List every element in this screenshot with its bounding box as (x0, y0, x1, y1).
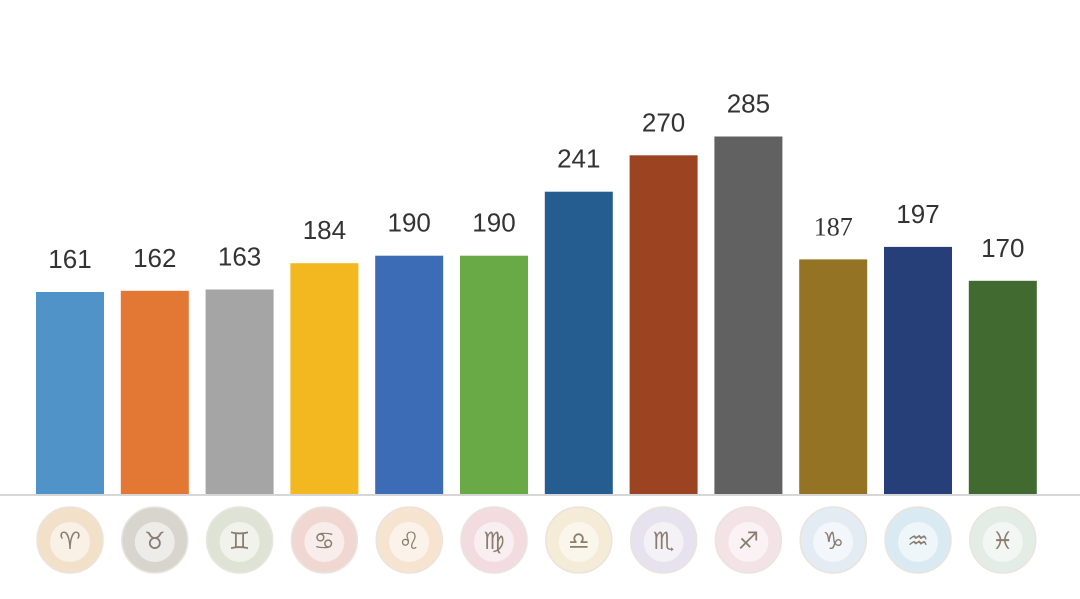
svg-text:♓: ♓ (992, 527, 1014, 555)
svg-text:♍: ♍ (483, 527, 505, 555)
bar-sagittarius (714, 136, 783, 494)
value-labels-group: 161 162 163 184 190 190 241 270 285 187 197 170 (48, 89, 1024, 275)
pisces-icon: ♓ (969, 506, 1037, 574)
svg-text:♏: ♏ (653, 527, 675, 555)
cancer-icon: ♋ (290, 506, 359, 574)
svg-text:♑: ♑ (822, 527, 844, 555)
leo-icon: ♌ (375, 506, 443, 574)
value-label-sagittarius: 285 (727, 89, 770, 119)
svg-text:♌: ♌ (398, 527, 420, 555)
zodiac-icons-group: ♈ ♉ ♊ ♋ ♌ ♍ ♎ ♏ ♐ ♑ ♒ ♓ (36, 506, 1037, 574)
value-label-aquarius: 197 (896, 199, 939, 229)
taurus-icon: ♉ (121, 506, 189, 574)
svg-text:♉: ♉ (144, 527, 166, 555)
gemini-icon: ♊ (205, 506, 274, 574)
value-label-virgo: 190 (472, 208, 515, 238)
value-label-leo: 190 (388, 208, 431, 238)
sagittarius-icon: ♐ (714, 506, 783, 574)
svg-text:♎: ♎ (568, 527, 590, 555)
bar-libra (544, 191, 613, 494)
value-label-cancer: 184 (303, 215, 346, 245)
svg-text:♊: ♊ (229, 527, 251, 555)
bars-group (36, 136, 1037, 495)
svg-text:♋: ♋ (314, 527, 336, 555)
bar-leo (375, 255, 444, 494)
bar-scorpio (629, 155, 698, 495)
svg-text:♈: ♈ (59, 527, 81, 555)
bar-pisces (968, 280, 1037, 494)
value-label-aries: 161 (48, 244, 91, 274)
svg-text:♒: ♒ (907, 527, 929, 555)
bar-aries (36, 292, 104, 494)
aquarius-icon: ♒ (884, 506, 952, 574)
libra-icon: ♎ (545, 506, 613, 574)
bar-gemini (205, 289, 274, 494)
value-label-capricorn: 187 (814, 212, 853, 241)
value-label-libra: 241 (557, 144, 600, 174)
svg-text:♐: ♐ (738, 527, 760, 555)
capricorn-icon: ♑ (799, 506, 867, 574)
bar-aquarius (884, 246, 952, 494)
value-label-scorpio: 270 (642, 107, 685, 137)
bar-virgo (460, 255, 528, 494)
value-label-pisces: 170 (981, 233, 1024, 263)
bar-taurus (120, 290, 189, 494)
aries-icon: ♈ (36, 506, 104, 574)
bar-cancer (290, 263, 359, 494)
virgo-icon: ♍ (460, 506, 528, 574)
value-label-taurus: 162 (133, 243, 176, 273)
bar-capricorn (799, 259, 868, 494)
value-label-gemini: 163 (218, 242, 261, 272)
scorpio-icon: ♏ (629, 506, 698, 574)
